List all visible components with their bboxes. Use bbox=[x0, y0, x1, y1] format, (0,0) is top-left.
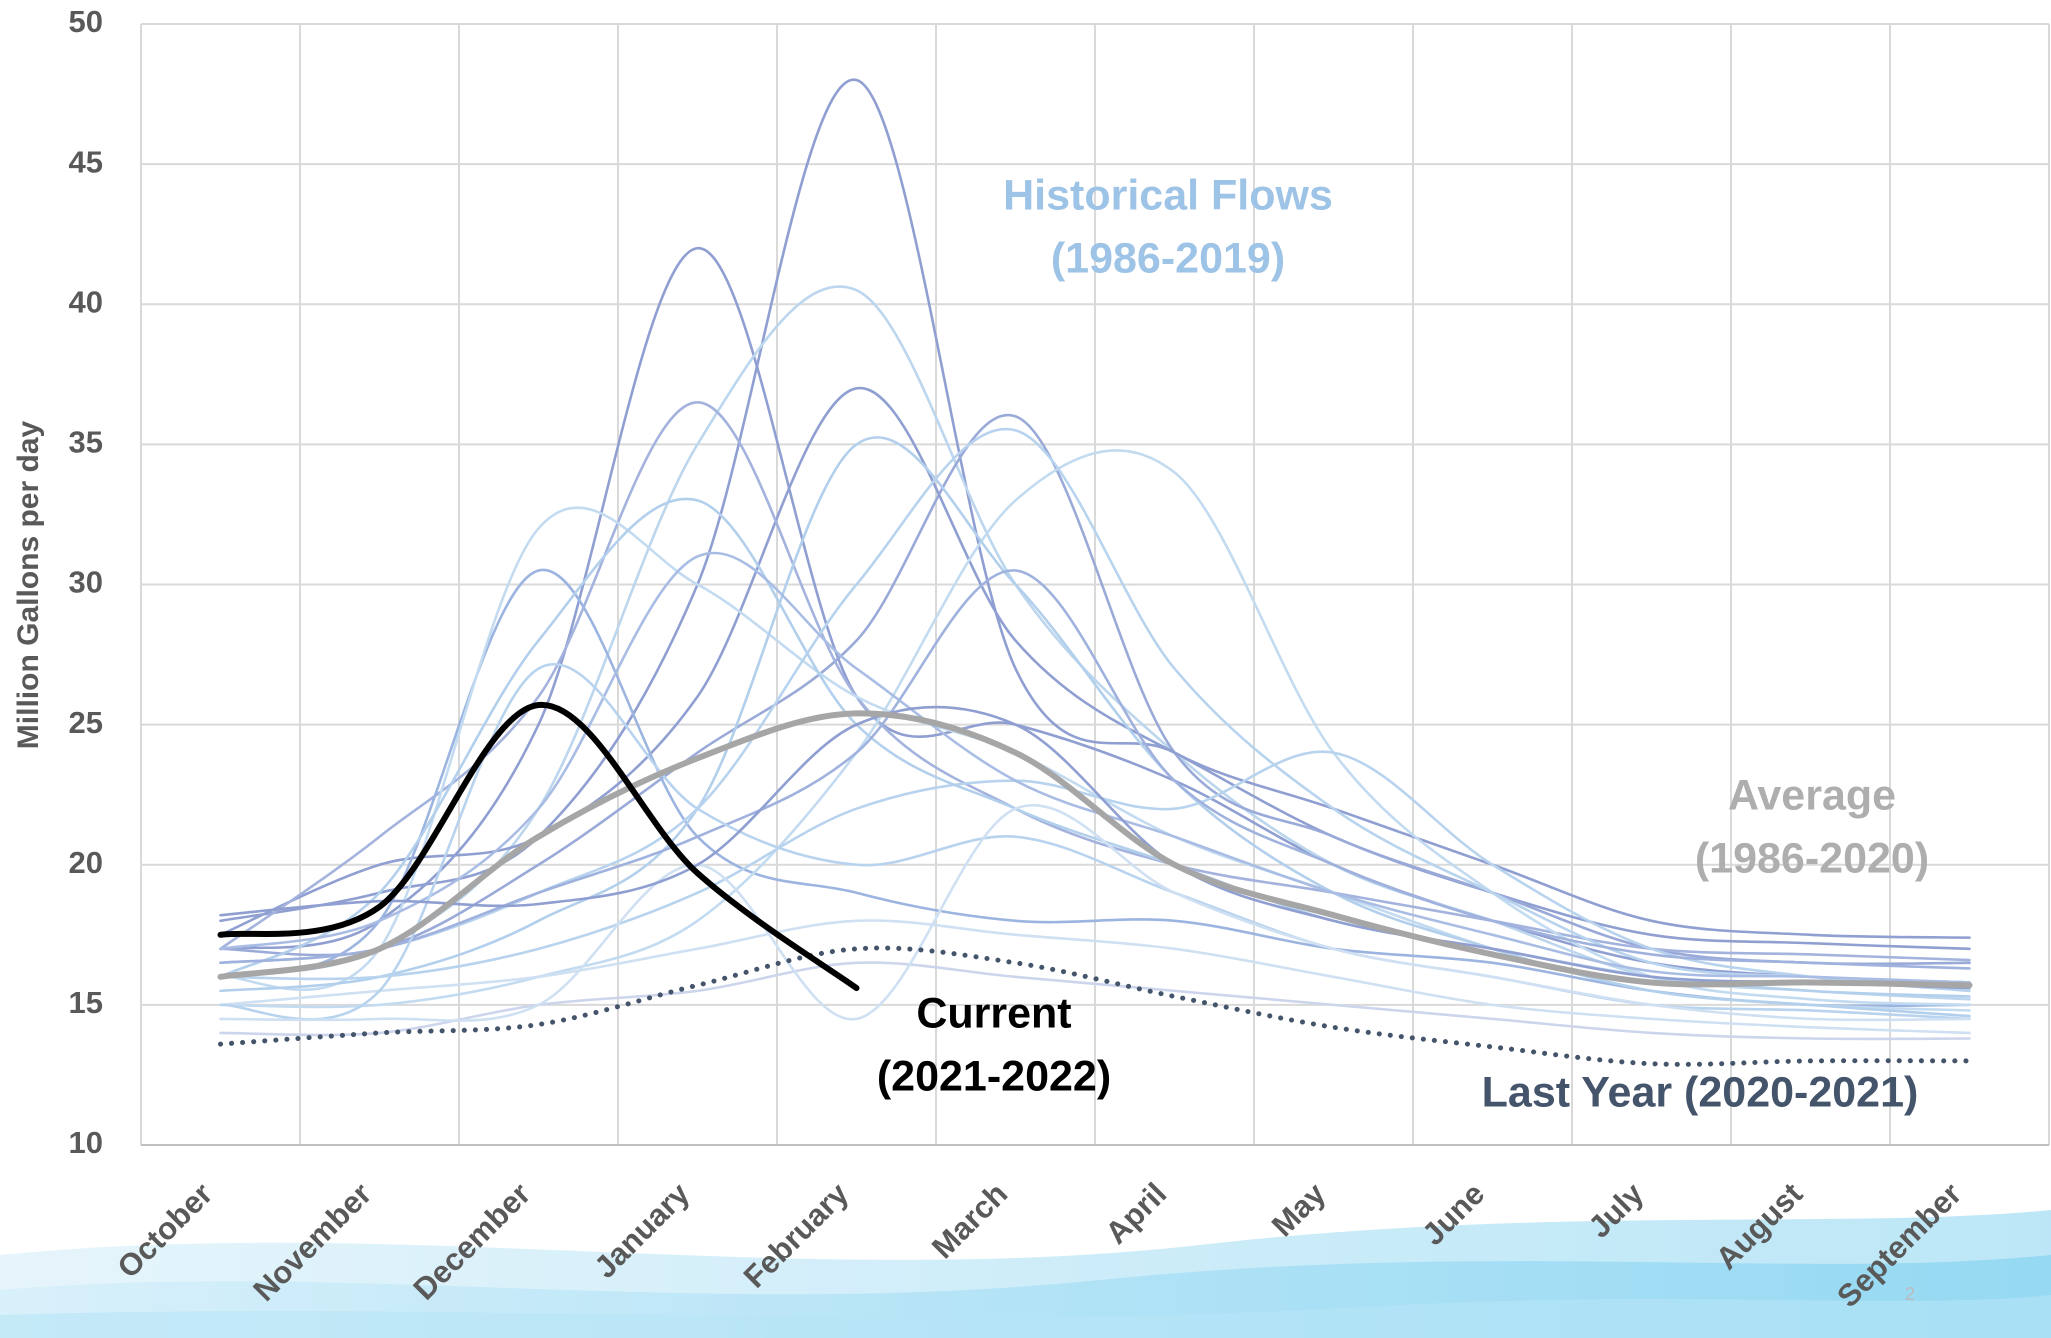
page-number: 2 bbox=[1905, 1284, 1915, 1304]
y-tick-label: 40 bbox=[69, 284, 103, 319]
y-tick-label: 20 bbox=[69, 845, 103, 880]
y-tick-label: 30 bbox=[69, 565, 103, 600]
y-tick-label: 45 bbox=[69, 144, 103, 179]
annotation: (1986-2020) bbox=[1695, 834, 1929, 882]
annotation: Current bbox=[916, 989, 1071, 1037]
annotation: Last Year (2020-2021) bbox=[1482, 1068, 1919, 1116]
y-tick-label: 35 bbox=[69, 425, 103, 460]
chart: 2 Million Gallons per day 10 15 20 25 30 35 40… bbox=[0, 0, 2051, 1338]
annotation: (2021-2022) bbox=[877, 1052, 1111, 1100]
x-tick-label: March bbox=[925, 1176, 1014, 1265]
annotation: Historical Flows bbox=[1003, 171, 1333, 219]
y-tick-label: 10 bbox=[69, 1125, 103, 1160]
annotation: (1986-2019) bbox=[1051, 234, 1285, 282]
y-tick-label: 25 bbox=[69, 705, 103, 740]
x-tick-label: May bbox=[1265, 1175, 1333, 1243]
page: {"chart_data": { "type": "line", "y_labe… bbox=[0, 0, 2051, 1338]
x-tick-label: April bbox=[1099, 1176, 1174, 1251]
y-tick-label: 15 bbox=[69, 985, 103, 1020]
y-tick-label: 50 bbox=[69, 4, 103, 39]
y-axis-label: Million Gallons per day bbox=[12, 420, 45, 749]
annotation: Average bbox=[1728, 771, 1896, 819]
